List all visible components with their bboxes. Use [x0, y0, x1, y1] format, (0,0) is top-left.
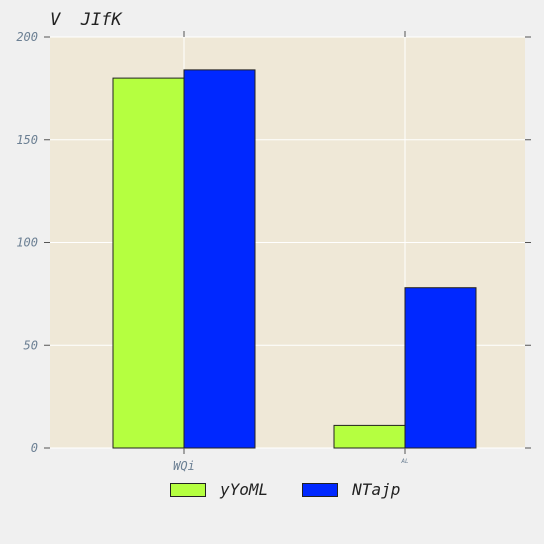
y-tick-label: 200 — [16, 30, 38, 44]
y-tick-label: 50 — [24, 338, 38, 352]
bar-ntajp-al — [404, 287, 477, 449]
legend-swatch-ntajp — [302, 482, 339, 497]
legend-label-yyoml: yYoML — [220, 480, 269, 499]
legend-label-ntajp: NTajp — [352, 480, 401, 499]
chart-title: V JIfK — [50, 10, 122, 30]
x-tick-label: WQi — [173, 459, 195, 473]
y-tick-label: 100 — [16, 236, 38, 250]
legend-swatch-yyoml — [170, 482, 206, 497]
x-tick-label: AL — [400, 458, 409, 465]
y-tick-label: 150 — [16, 133, 38, 147]
legend-item-ntajp: NTajp — [302, 480, 400, 499]
legend-item-yyoml: yYoML — [170, 480, 268, 499]
bar-ntajp-wqi — [183, 69, 256, 449]
bar-yyoml-wqi — [112, 77, 185, 449]
bar-yyoml-al — [333, 424, 406, 449]
legend: yYoML NTajp — [170, 480, 434, 499]
y-tick-label: 0 — [31, 441, 38, 455]
